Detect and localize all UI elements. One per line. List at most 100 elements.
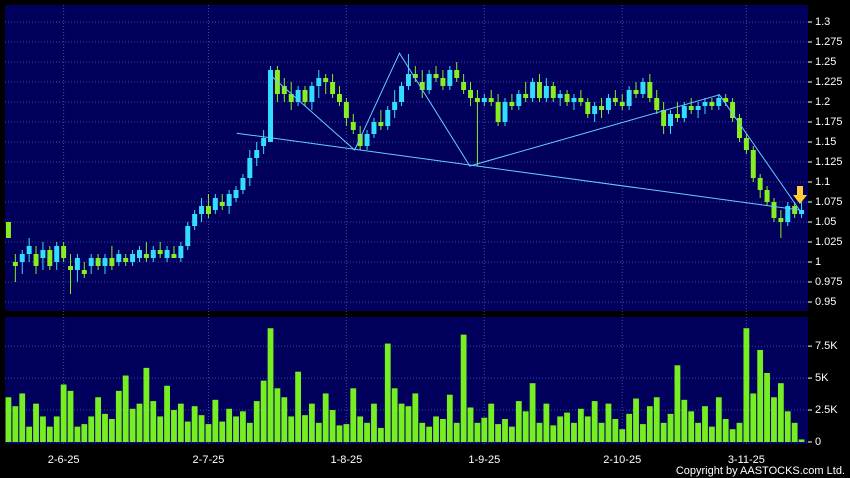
candle-body <box>109 258 115 266</box>
volume-bar <box>529 383 536 442</box>
volume-bar <box>177 403 184 442</box>
candle-body <box>95 258 101 266</box>
candle-body <box>709 102 715 106</box>
candle-body <box>261 138 267 146</box>
candle-body <box>254 150 260 158</box>
volume-bar <box>771 397 777 442</box>
volume-bar <box>695 422 701 442</box>
candle-body <box>585 102 591 114</box>
marks <box>5 52 805 442</box>
candle-body <box>226 194 232 206</box>
candle-body <box>40 250 46 258</box>
volume-bar <box>702 406 708 442</box>
candle-body <box>571 98 577 102</box>
volume-bar <box>219 421 226 442</box>
volume-bar <box>488 403 495 442</box>
x-tick-label: 1-9-25 <box>468 454 500 466</box>
volume-bar <box>274 388 281 442</box>
candle-body <box>143 254 149 258</box>
volume-bar <box>536 422 543 442</box>
y-tick-label: 0.975 <box>815 276 843 288</box>
volume-bar <box>626 413 633 442</box>
candle-body <box>447 70 453 86</box>
volume-bar <box>115 390 122 442</box>
candle-body <box>378 122 384 126</box>
candle-body <box>564 94 570 102</box>
volume-bar <box>60 384 67 442</box>
y-tick-label: 1.225 <box>815 76 843 88</box>
volume-bar <box>509 426 515 442</box>
volume-bar <box>667 413 674 442</box>
candle-body <box>495 102 501 122</box>
volume-bar <box>377 427 384 442</box>
candle-body <box>723 98 729 102</box>
candle-body <box>137 250 142 258</box>
volume-bar <box>315 422 322 442</box>
candle-body <box>502 102 508 122</box>
candle-body <box>764 190 770 202</box>
candle-body <box>88 258 94 266</box>
volume-bar <box>709 426 715 442</box>
candle-body <box>771 202 777 218</box>
candle-body <box>599 106 605 110</box>
volume-bar <box>288 416 295 442</box>
candle-body <box>778 218 784 222</box>
candle-body <box>785 206 791 222</box>
candle-body <box>74 258 80 270</box>
volume-bar <box>336 425 343 442</box>
candle-body <box>461 82 467 90</box>
volume-bar <box>295 371 301 442</box>
candle-body <box>454 70 460 78</box>
volume-bar <box>357 416 364 442</box>
candle-body <box>212 198 218 210</box>
candle-body <box>530 82 536 98</box>
volume-bar <box>322 393 329 442</box>
volume-bar <box>95 397 101 442</box>
volume-bar <box>619 429 626 442</box>
volume-bar <box>405 406 412 442</box>
candle-body <box>19 254 25 262</box>
volume-bar <box>5 397 12 442</box>
y-tick-label: 1.125 <box>815 156 843 168</box>
candle-body <box>219 202 225 206</box>
trend-line <box>236 132 800 211</box>
candle-body <box>399 86 405 102</box>
volume-bar <box>205 424 212 442</box>
volume-bar <box>122 375 129 442</box>
candle-body <box>605 98 611 110</box>
candle-body <box>419 82 425 90</box>
candle-body <box>330 82 336 94</box>
candle-body <box>12 262 18 266</box>
candle-body <box>171 254 177 258</box>
candle-body <box>792 206 798 214</box>
volume-bar <box>281 397 288 442</box>
candle-body <box>543 86 549 98</box>
candle-body <box>647 82 653 98</box>
volume-bar <box>350 388 357 442</box>
volume-bar <box>364 422 370 442</box>
volume-bar <box>143 367 150 442</box>
candle-body <box>674 114 680 118</box>
volume-bar <box>433 416 439 442</box>
volume-bar <box>309 403 315 442</box>
y-tick-label: 0 <box>815 436 821 448</box>
candle-body <box>757 178 763 190</box>
volume-bar <box>550 425 557 442</box>
volume-bar <box>74 426 81 442</box>
volume-bar <box>502 418 508 442</box>
volume-bar <box>184 421 191 442</box>
volume-bar <box>371 403 377 442</box>
candle-body <box>750 150 756 178</box>
candle-body <box>426 74 432 90</box>
candle-body <box>626 90 632 106</box>
volume-bar <box>633 398 639 442</box>
candle-body <box>281 86 287 94</box>
volume-bar <box>102 413 108 442</box>
volume-bar <box>53 416 60 442</box>
y-tick-label: 1.075 <box>815 196 843 208</box>
x-tick-label: 2-7-25 <box>193 454 225 466</box>
volume-bar <box>33 403 39 442</box>
candle-body <box>316 78 322 86</box>
candle-body <box>481 98 487 102</box>
candle-body <box>81 270 87 274</box>
